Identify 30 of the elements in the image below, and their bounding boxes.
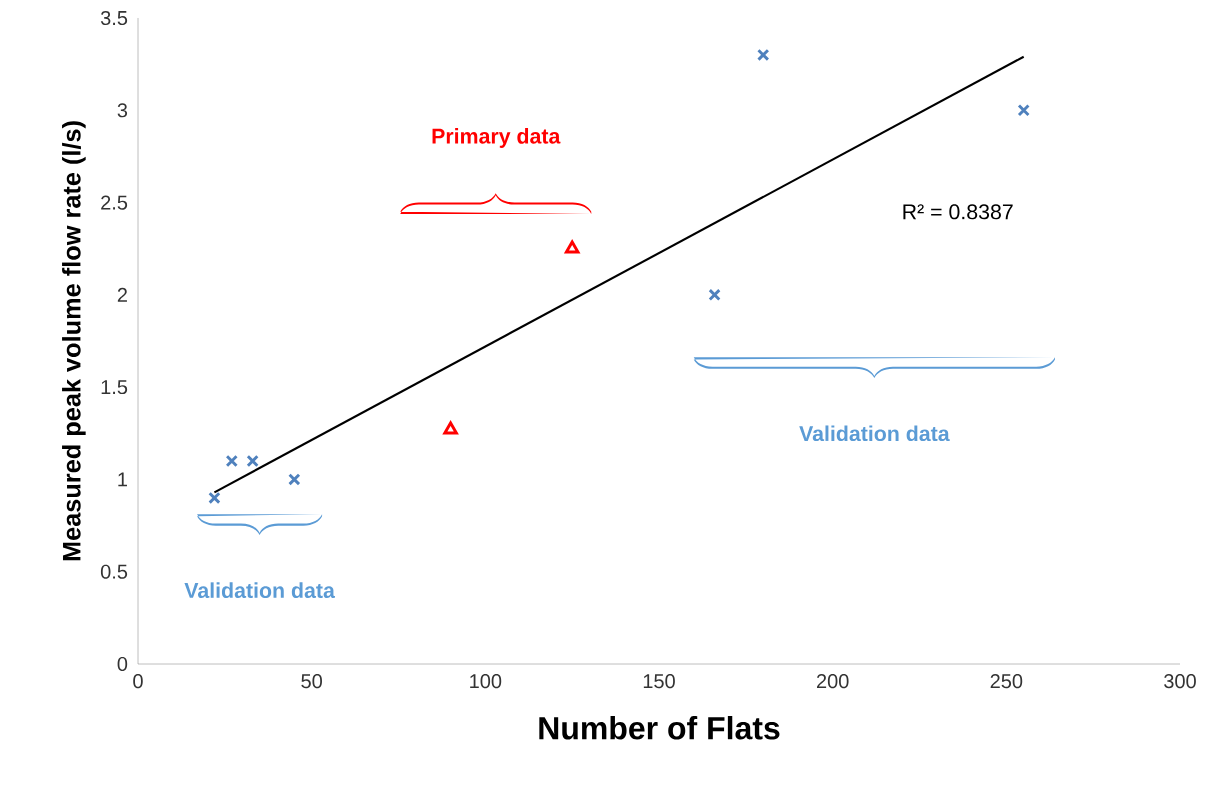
x-tick-label: 0 — [133, 674, 143, 689]
y-axis-title: Measured peak volume flow rate (l/s) — [62, 121, 86, 561]
x-tick-label: 150 — [643, 674, 675, 689]
point — [288, 473, 301, 486]
y-tick-label: 0 — [117, 656, 128, 672]
y-tick-label: 1.5 — [101, 380, 128, 395]
x-axis-title: Number of Flats — [539, 716, 780, 740]
point — [246, 454, 259, 468]
y-tick-label: 3.5 — [100, 10, 128, 26]
point — [708, 288, 721, 302]
annotation: Validation data — [184, 582, 335, 599]
y-tick-label: 0.5 — [100, 564, 128, 579]
annotation: Primary data — [432, 128, 561, 148]
point — [225, 454, 238, 468]
y-tick-label: 3 — [117, 103, 128, 118]
annotation: R² = 0.8387 — [903, 204, 1013, 220]
x-tick-label: 50 — [301, 674, 322, 689]
point — [443, 421, 458, 435]
y-tick-label: 2 — [117, 287, 127, 302]
y-tick-label: 2.5 — [101, 195, 128, 210]
annotation: Validation data — [799, 425, 950, 442]
x-tick-label: 200 — [816, 674, 849, 689]
x-tick-label: 100 — [470, 674, 502, 689]
y-tick-label: 1 — [118, 472, 127, 487]
point — [757, 48, 770, 62]
point — [564, 240, 580, 254]
point — [208, 491, 221, 505]
point — [1017, 104, 1030, 117]
x-tick-label: 250 — [990, 674, 1023, 689]
x-tick-label: 300 — [1164, 674, 1196, 689]
